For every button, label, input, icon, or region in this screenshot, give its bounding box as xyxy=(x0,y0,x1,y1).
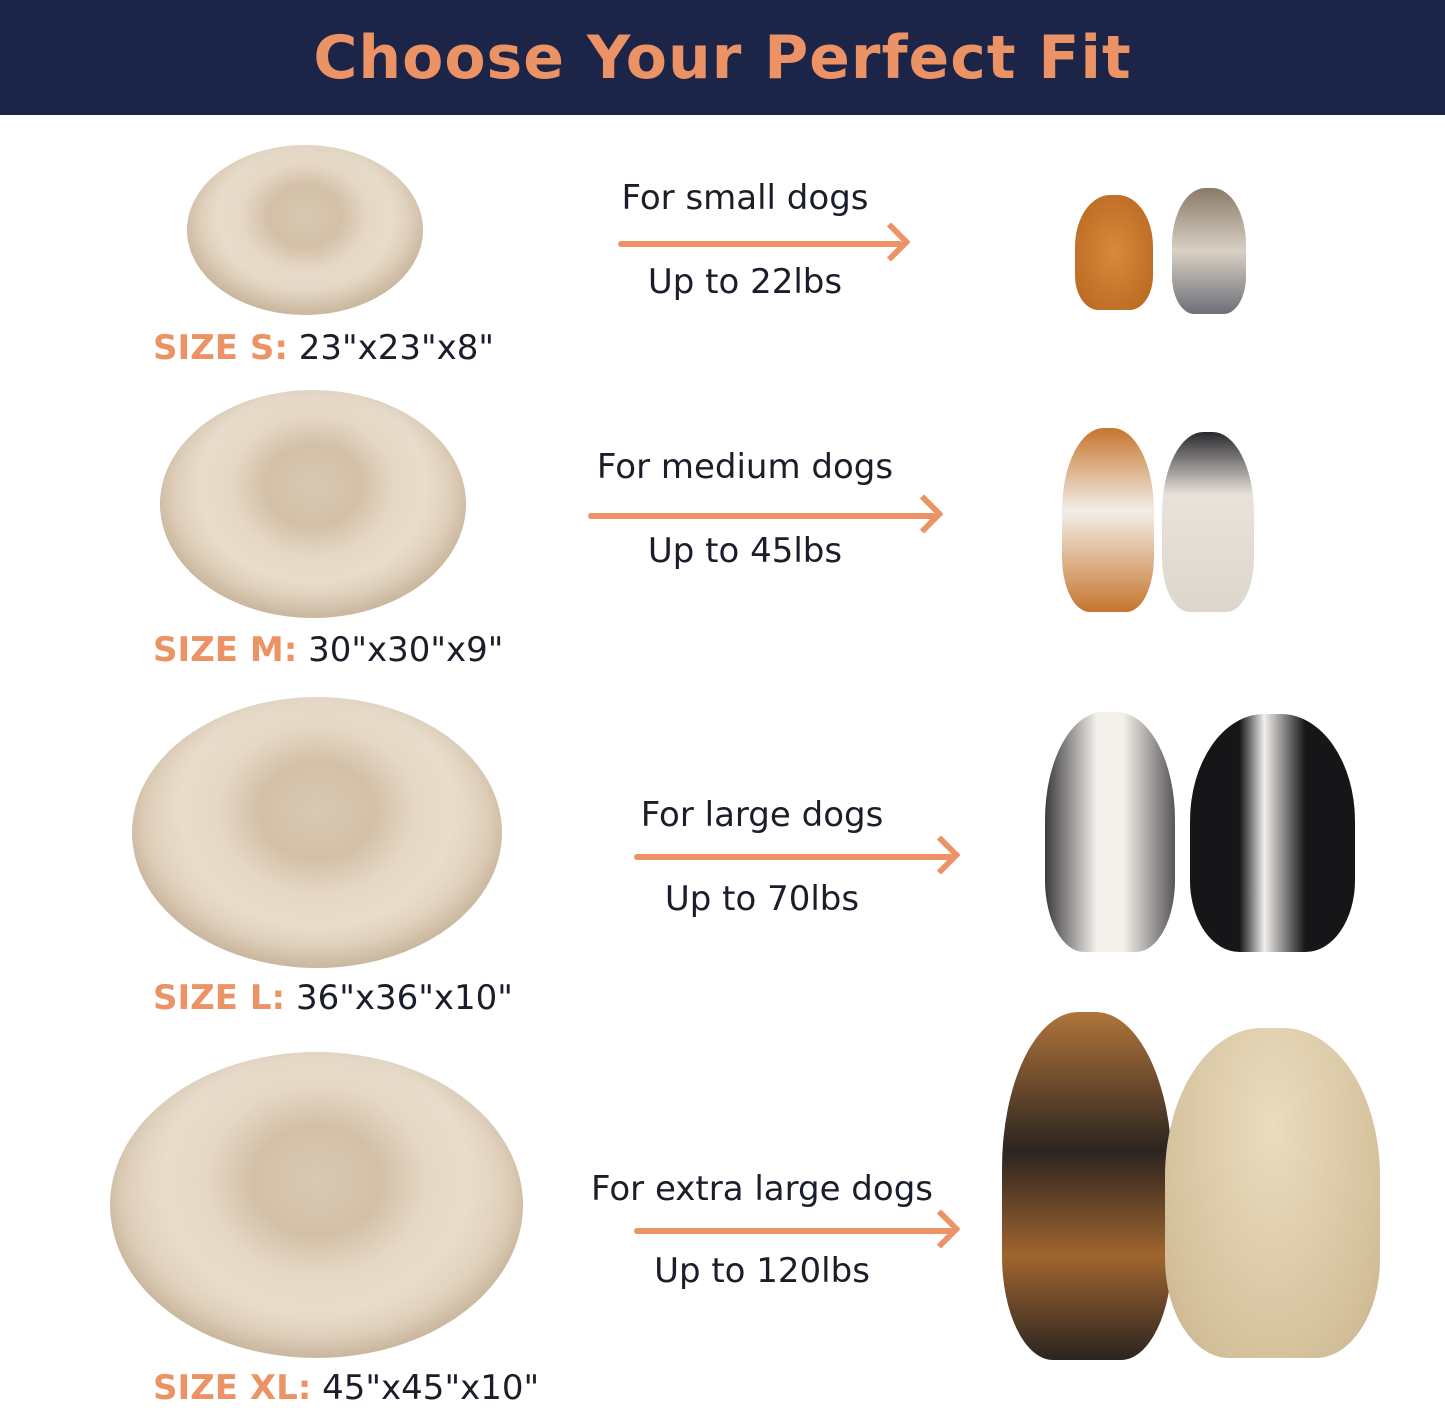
header-banner: Choose Your Perfect Fit xyxy=(0,0,1445,115)
dog-size-text: For medium dogs xyxy=(596,447,894,487)
arrow-icon xyxy=(634,854,953,860)
size-label-large: SIZE L: 36"x36"x10" xyxy=(153,978,513,1018)
bed-image-large xyxy=(132,697,502,968)
dog-size-text: For extra large dogs xyxy=(591,1169,933,1209)
bed-image-medium xyxy=(160,390,466,618)
dog-image-german-shepherd xyxy=(1002,1012,1172,1360)
dog-image-pomeranian xyxy=(1075,195,1153,310)
dog-image-golden-retriever xyxy=(1165,1028,1380,1358)
dog-image-french-bulldog xyxy=(1162,432,1254,612)
size-label-extra-large: SIZE XL: 45"x45"x10" xyxy=(153,1368,539,1408)
dog-image-australian-shepherd xyxy=(1045,712,1175,952)
size-dimensions: 45"x45"x10" xyxy=(322,1368,540,1408)
size-dimensions: 23"x23"x8" xyxy=(298,328,495,368)
dog-size-text: For large dogs xyxy=(640,795,884,835)
page-title: Choose Your Perfect Fit xyxy=(313,22,1132,93)
size-dimensions: 30"x30"x9" xyxy=(308,630,504,670)
dog-image-yorkshire-terrier xyxy=(1172,188,1246,314)
size-label-small: SIZE S: 23"x23"x8" xyxy=(153,328,494,368)
dog-image-beagle xyxy=(1062,428,1154,612)
arrow-icon xyxy=(588,513,936,519)
bed-image-small xyxy=(187,145,423,315)
weight-limit-text: Up to 70lbs xyxy=(664,879,860,919)
size-key: SIZE S: xyxy=(153,328,288,368)
weight-limit-text: Up to 22lbs xyxy=(647,262,843,302)
dog-size-text: For small dogs xyxy=(621,178,869,218)
size-label-medium: SIZE M: 30"x30"x9" xyxy=(153,630,503,670)
size-key: SIZE M: xyxy=(153,630,298,670)
size-dimensions: 36"x36"x10" xyxy=(295,978,513,1018)
bed-image-extra-large xyxy=(110,1052,523,1358)
arrow-icon xyxy=(618,241,903,247)
arrow-icon xyxy=(634,1228,953,1234)
dog-image-border-collie xyxy=(1190,714,1355,952)
size-key: SIZE XL: xyxy=(153,1368,312,1408)
weight-limit-text: Up to 45lbs xyxy=(647,531,843,571)
weight-limit-text: Up to 120lbs xyxy=(654,1251,870,1291)
size-key: SIZE L: xyxy=(153,978,286,1018)
